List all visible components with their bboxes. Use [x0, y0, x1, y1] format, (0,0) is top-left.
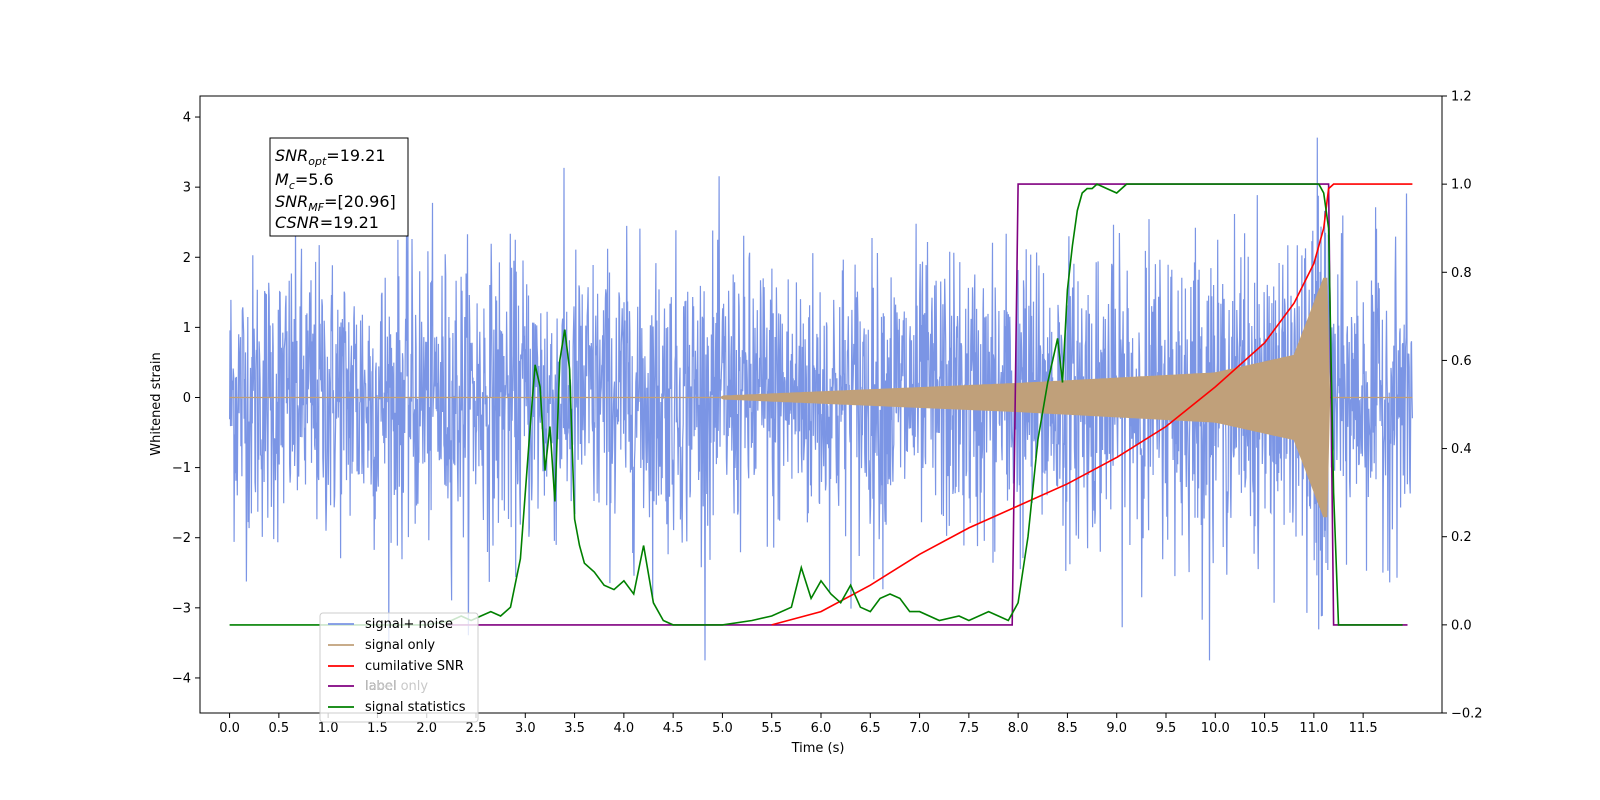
y-left-tick-label: 0 [183, 391, 191, 406]
y-right-tick-label: 0.8 [1451, 266, 1472, 281]
y-right-tick-label: 0.0 [1451, 618, 1472, 633]
x-tick-label: 2.0 [416, 721, 437, 736]
legend-item-label: label only [365, 679, 428, 694]
legend-item-label: signal+ noise [365, 617, 453, 632]
x-tick-label: 7.5 [959, 721, 980, 736]
y-axis-right: −0.2 0.0 0.2 0.4 0.6 0.8 1.0 1.2 [1442, 90, 1483, 722]
x-tick-label: 11.0 [1299, 721, 1328, 736]
legend: signal+ noise signal only cumilative SNR la… [319, 612, 479, 723]
x-tick-label: 9.0 [1106, 721, 1127, 736]
x-tick-label: 4.5 [663, 721, 684, 736]
x-tick-label: 0.0 [219, 721, 240, 736]
y-left-tick-label: −4 [172, 671, 191, 686]
y-left-tick-label: 4 [183, 111, 191, 126]
x-tick-label: 1.5 [367, 721, 388, 736]
x-tick-label: 11.5 [1349, 721, 1378, 736]
y-left-tick-label: −1 [172, 461, 191, 476]
y-left-tick-label: 2 [183, 251, 191, 266]
annotation-snr-mf: SNRMF=[20.96] [275, 192, 396, 214]
annotation-box: SNRopt=19.21 Mc=5.6 SNRMF=[20.96] CSNR=1… [269, 137, 409, 237]
y-right-tick-label: 0.2 [1451, 530, 1472, 545]
annotation-csnr: CSNR=19.21 [275, 213, 379, 232]
series-cumulative-snr [771, 183, 1413, 626]
x-tick-label: 6.5 [860, 721, 881, 736]
x-tick-label: 5.0 [712, 721, 733, 736]
series-layer [229, 137, 1413, 661]
y-left-tick-label: 1 [183, 321, 191, 336]
x-tick-label: 0.5 [269, 721, 290, 736]
x-axis: 0.0 0.5 1.0 1.5 2.0 2.5 3.0 3.5 4.0 4.5 5.0 5.5 6.0 6… [219, 713, 1378, 736]
annotation-mc: Mc=5.6 [275, 170, 334, 192]
y-axis-left: −4 −3 −2 −1 0 1 2 3 4 [172, 111, 200, 686]
legend-item-label: signal only [365, 638, 435, 653]
x-tick-label: 7.0 [909, 721, 930, 736]
y-right-tick-label: 1.0 [1451, 178, 1472, 193]
y-left-tick-label: −2 [172, 531, 191, 546]
annotation-snr-opt: SNRopt=19.21 [275, 146, 386, 168]
x-tick-label: 1.0 [318, 721, 339, 736]
x-tick-label: 8.5 [1057, 721, 1078, 736]
legend-item-label: cumilative SNR [365, 659, 464, 674]
x-axis-label: Time (s) [791, 741, 845, 756]
legend-item-label: signal statistics [365, 700, 466, 715]
x-tick-label: 10.5 [1250, 721, 1279, 736]
y-right-tick-label: 1.2 [1451, 90, 1472, 105]
x-tick-label: 3.0 [515, 721, 536, 736]
x-tick-label: 2.5 [466, 721, 487, 736]
y-right-tick-label: 0.4 [1451, 442, 1472, 457]
series-signal-only [229, 277, 1413, 518]
y-right-tick-label: 0.6 [1451, 354, 1472, 369]
y-left-tick-label: 3 [183, 181, 191, 196]
series-signal-statistics [229, 183, 1403, 626]
x-tick-label: 5.5 [761, 721, 782, 736]
y-right-tick-label: −0.2 [1451, 707, 1483, 722]
x-tick-label: 8.0 [1008, 721, 1029, 736]
x-tick-label: 4.0 [614, 721, 635, 736]
x-tick-label: 3.5 [564, 721, 585, 736]
y-left-tick-label: −3 [172, 601, 191, 616]
legend-item-label: label [365, 679, 396, 694]
x-tick-label: 9.5 [1156, 721, 1177, 736]
x-tick-label: 6.0 [811, 721, 832, 736]
x-tick-label: 10.0 [1201, 721, 1230, 736]
y-axis-left-label: Whitened strain [149, 352, 164, 455]
